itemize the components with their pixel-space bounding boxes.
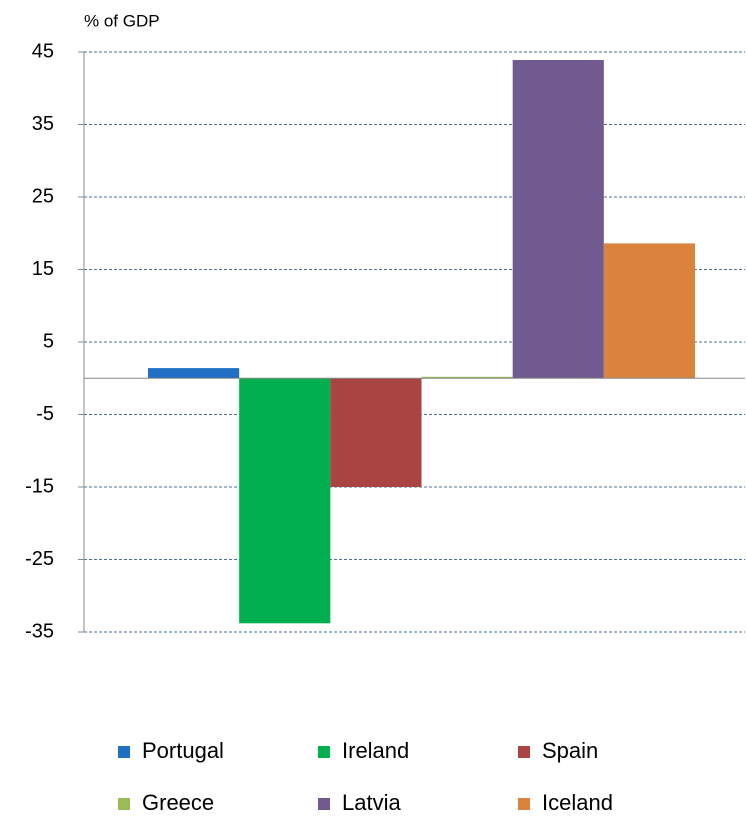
y-tick-label: -25 bbox=[25, 548, 54, 570]
bar bbox=[603, 243, 695, 379]
legend-swatch bbox=[118, 746, 130, 758]
bar bbox=[148, 368, 240, 379]
y-tick-label: 25 bbox=[32, 185, 54, 207]
legend-label: Portugal bbox=[142, 738, 224, 763]
legend-label: Greece bbox=[142, 790, 214, 815]
legend-label: Iceland bbox=[542, 790, 613, 815]
y-tick-label: 45 bbox=[32, 40, 54, 62]
y-tick-label: 5 bbox=[43, 330, 54, 352]
legend-swatch bbox=[518, 798, 530, 810]
bar bbox=[239, 378, 331, 624]
y-tick-label: -15 bbox=[25, 475, 54, 497]
y-tick-label: 15 bbox=[32, 258, 54, 280]
legend-swatch bbox=[518, 746, 530, 758]
bar bbox=[421, 376, 513, 379]
legend-label: Latvia bbox=[342, 790, 401, 815]
y-tick-label: 35 bbox=[32, 113, 54, 135]
legend-label: Ireland bbox=[342, 738, 409, 763]
legend-label: Spain bbox=[542, 738, 598, 763]
y-tick-label: -5 bbox=[36, 403, 54, 425]
y-axis-label: % of GDP bbox=[84, 11, 160, 30]
bar bbox=[330, 378, 422, 487]
bar bbox=[512, 59, 604, 379]
legend-swatch bbox=[318, 746, 330, 758]
legend-swatch bbox=[118, 798, 130, 810]
y-tick-label: -35 bbox=[25, 620, 54, 642]
legend-swatch bbox=[318, 798, 330, 810]
